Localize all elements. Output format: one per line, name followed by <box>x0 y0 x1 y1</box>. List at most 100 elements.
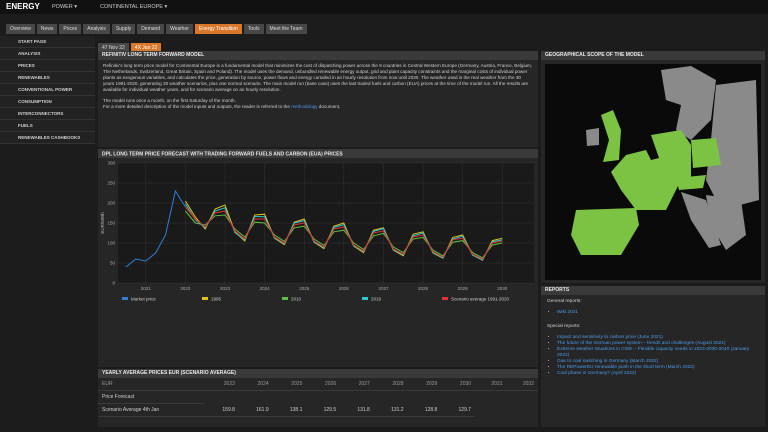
chart-header <box>98 149 538 158</box>
series-line <box>125 189 186 268</box>
report-link[interactable]: Wiki 2021 <box>557 310 579 315</box>
header-cell: 2028 <box>373 378 408 391</box>
sidebar: START PAGE ANALYSIS PRICES RENEWABLES CONVEN… <box>0 36 95 144</box>
panel-title: REFINITIV LONG TERM FORWARD MODEL <box>98 51 538 60</box>
cell: Scenario Average 4th Jan <box>98 403 206 417</box>
tab[interactable]: Tools <box>243 24 264 34</box>
x-tick-label: 2022 <box>180 286 191 291</box>
poland <box>691 138 721 168</box>
tab[interactable]: News <box>36 24 58 34</box>
label: General reports: <box>547 299 582 304</box>
tab[interactable]: Prices <box>59 24 82 34</box>
legend-label: 2019 <box>371 297 382 302</box>
map-panel: GEOGRAPHICAL SCOPE OF THE MODEL <box>541 51 765 283</box>
tab[interactable]: Demand <box>137 24 165 34</box>
balkans <box>706 195 746 250</box>
y-axis-label: EUR/MWh <box>100 212 105 234</box>
header-cell: EUR <box>98 378 206 391</box>
subtab[interactable]: 4X Jan 22 <box>130 43 162 53</box>
top-bar: ENERGY POWER ▾ CONTINENTAL EUROPE ▾ <box>0 0 768 14</box>
report-link[interactable]: The REPowerEU renewable push in the shor… <box>557 365 695 370</box>
map <box>545 64 761 280</box>
header-cell: 2026 <box>306 378 341 391</box>
reports-panel: REPORTS General reports: Wiki 2021 Speci… <box>541 286 765 427</box>
legend-swatch <box>442 297 448 300</box>
tab[interactable]: Overview <box>6 24 35 34</box>
y-tick-label: 0 <box>112 281 115 286</box>
special-list: Impact and sensitivity to carbon price (… <box>547 335 759 377</box>
legend-label: Market price <box>131 297 156 302</box>
row: Scenario Average 4th Jan 159.8 161.9 138.1 1… <box>98 403 538 417</box>
table-panel: YEARLY AVERAGE PRICES EUR (SCENARIO AVER… <box>98 369 538 427</box>
x-tick-label: 2029 <box>458 286 469 291</box>
tab[interactable]: Weather <box>166 24 193 34</box>
list-item: The REPowerEU renewable push in the shor… <box>557 365 759 371</box>
list-item: Impact and sensitivity to carbon price (… <box>557 335 759 341</box>
cell: 129.5 <box>306 403 341 417</box>
x-tick-label: 2028 <box>418 286 429 291</box>
y-tick-label: 100 <box>107 241 115 246</box>
sidebar-item[interactable]: PRICES <box>0 60 95 72</box>
italy-balkans <box>681 192 721 248</box>
sidebar-item[interactable]: ANALYSIS <box>0 48 95 60</box>
y-tick-label: 250 <box>107 181 115 186</box>
sidebar-item[interactable]: FUELS <box>0 120 95 132</box>
x-tick-label: 2030 <box>497 286 508 291</box>
header-row: EUR 2023 2024 2025 2026 2027 2028 2029 2030 2031 2… <box>98 378 538 391</box>
cell: 131.8 <box>340 403 374 417</box>
chart-title: DPL LONG TERM PRICE FORECAST WITH TRADIN… <box>102 152 343 158</box>
y-tick-label: 300 <box>107 161 115 166</box>
text: For a more detailed description of the m… <box>103 104 292 109</box>
series-line <box>185 206 503 260</box>
legend-swatch <box>122 297 128 300</box>
eastern-europe <box>706 80 759 210</box>
x-tick-label: 2021 <box>141 286 152 291</box>
header-cell: 2024 <box>238 378 273 391</box>
tab[interactable]: Supply <box>111 24 136 34</box>
subtab-bar: 47 Nov 22 4X Jan 22 <box>98 36 163 54</box>
report-link[interactable]: Gas to coal switching in Germany (March … <box>557 359 659 364</box>
report-link[interactable]: Impact and sensitivity to carbon price (… <box>557 335 663 340</box>
general-list: Wiki 2021 <box>547 310 759 316</box>
menu[interactable]: POWER ▾ <box>52 4 78 10</box>
chart: DPL LONG TERM PRICE FORECAST WITH TRADIN… <box>98 149 538 367</box>
list-item: Gas to coal switching in Germany (March … <box>557 359 759 365</box>
spain <box>571 208 639 255</box>
report-link[interactable]: The future of the German power system – … <box>557 341 726 346</box>
cell: 161.9 <box>238 403 273 417</box>
legend-label: 1995 <box>211 297 222 302</box>
scandinavia <box>661 66 716 140</box>
menu[interactable]: CONTINENTAL EUROPE ▾ <box>100 4 168 10</box>
cell: Price Forecast <box>98 390 206 404</box>
list-item: The future of the German power system – … <box>557 341 759 347</box>
sidebar-item[interactable]: RENEWABLES <box>0 72 95 84</box>
list-item: Wiki 2021 <box>557 310 759 316</box>
sidebar-item[interactable]: START PAGE <box>0 36 95 48</box>
tab[interactable]: Analysis <box>83 24 110 34</box>
link[interactable]: methodology <box>291 104 318 109</box>
cell: 131.2 <box>373 403 408 417</box>
row: Price Forecast <box>98 390 538 404</box>
header-cell: 2031 <box>475 378 507 391</box>
y-tick-label: 200 <box>107 201 115 206</box>
x-tick-label: 2026 <box>339 286 350 291</box>
tab-bar: Overview News Prices Analysis Supply Demand We… <box>6 17 309 35</box>
tab[interactable]: Meet the Team <box>265 24 307 34</box>
report-link[interactable]: Extreme weather situations in CWE – Flex… <box>557 347 750 358</box>
header-cell: 2023 <box>205 378 239 391</box>
app-name: ENERGY <box>6 2 40 11</box>
subtab[interactable]: 47 Nov 22 <box>98 43 129 53</box>
sidebar-item[interactable]: RENEWABLES CASHBOOKS <box>0 132 95 144</box>
cell: 138.1 <box>272 403 307 417</box>
legend-label: Scenario average 1991-2020 <box>451 297 510 302</box>
sidebar-item[interactable]: INTERCONNECTORS <box>0 108 95 120</box>
report-link[interactable]: Coal phase in Germany? (April 2022) <box>557 371 637 376</box>
header-cell: 2029 <box>407 378 442 391</box>
cell: 128.8 <box>407 403 442 417</box>
sidebar-item[interactable]: CONVENTIONAL POWER <box>0 84 95 96</box>
tab[interactable]: Energy Transition <box>194 24 242 34</box>
panel-title: YEARLY AVERAGE PRICES EUR (SCENARIO AVER… <box>98 369 538 378</box>
intro-panel: REFINITIV LONG TERM FORWARD MODEL Refini… <box>98 51 538 147</box>
sidebar-item[interactable]: CONSUMPTION <box>0 96 95 108</box>
